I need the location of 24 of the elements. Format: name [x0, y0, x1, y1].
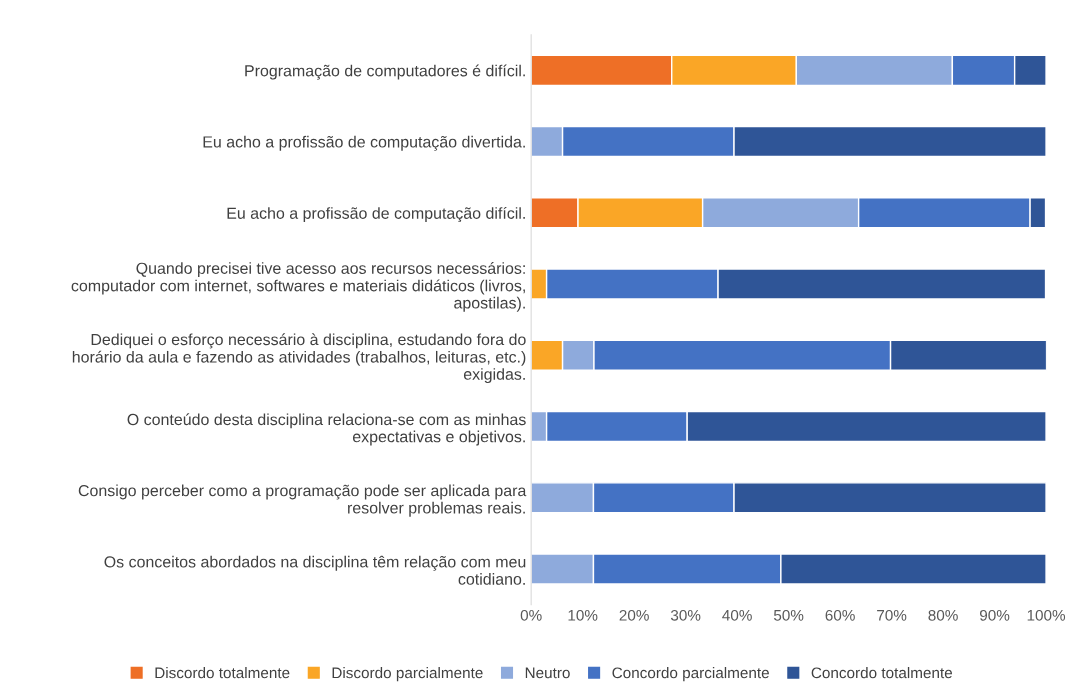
x-tick-label: 80% [928, 609, 958, 621]
y-tick-label: Dediquei o esforço necessário à disciplina, estudando fora do horário da aula e fazendo as atividades (trabalhos, leituras, etc.) exigidas. [72, 333, 526, 384]
x-tick-label: 50% [773, 609, 804, 621]
x-tick-label: 40% [722, 609, 752, 621]
x-tick-label: 100% [1027, 609, 1066, 621]
x-tick-label: 30% [670, 609, 701, 621]
legend-label: Concordo totalmente [811, 667, 953, 679]
x-tick-label: 20% [619, 609, 649, 621]
y-tick-label: Eu acho a profissão de computação divertida. [203, 135, 525, 151]
y-tick-label: Programação de computadores é difícil. [245, 64, 525, 80]
legend-label: Discordo parcialmente [332, 667, 483, 682]
legend-label: Discordo totalmente [155, 667, 290, 679]
legend-label: Neutro [525, 667, 570, 679]
x-tick-label: 0% [520, 609, 542, 621]
legend-label: Concordo parcialmente [612, 667, 769, 682]
y-tick-label: Os conceitos abordados na disciplina têm relação com meu cotidiano. [104, 555, 526, 585]
x-tick-label: 70% [877, 609, 907, 621]
y-tick-label: Eu acho a profissão de computação difícil. [227, 206, 525, 223]
y-tick-label: Consigo perceber como a programação pode ser aplicada para resolver problemas reais. [78, 484, 527, 517]
y-tick-label: Quando precisei tive acesso aos recursos necessários: computador com internet, softwares e materiais didáticos (livros, apostilas). [71, 262, 525, 312]
x-tick-label: 10% [568, 609, 598, 621]
x-tick-label: 60% [825, 609, 855, 621]
x-tick-label: 90% [980, 609, 1010, 621]
y-tick-label: O conteúdo desta disciplina relaciona-se com as minhas expectativas e objetivos. [127, 413, 526, 446]
